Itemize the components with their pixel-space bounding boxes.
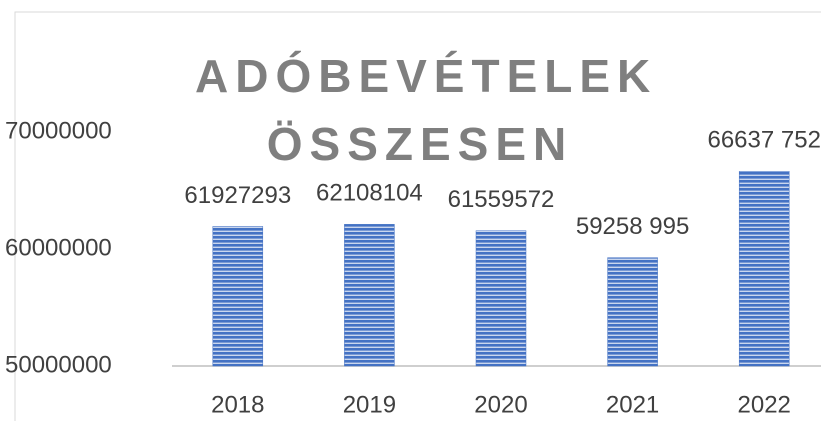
- bar: [475, 230, 527, 367]
- value-label: 61559572: [448, 186, 555, 213]
- value-label: 66637 752: [707, 127, 820, 154]
- value-label: 59258 995: [576, 213, 689, 240]
- chart-title: ADÓBEVÉTELEK ÖSSZESEN: [195, 50, 658, 170]
- bar: [607, 257, 658, 367]
- y-tick-label: 50000000: [5, 351, 112, 378]
- bar: [344, 224, 395, 367]
- x-tick-label: 2018: [211, 391, 264, 418]
- x-tick-label: 2020: [474, 391, 527, 418]
- chart-border: [14, 11, 821, 421]
- value-label: 61927293: [184, 182, 291, 209]
- x-tick-label: 2022: [738, 391, 791, 418]
- bar: [738, 171, 790, 367]
- y-tick-label: 70000000: [5, 117, 112, 144]
- bar: [212, 226, 264, 367]
- x-tick-label: 2021: [606, 391, 659, 418]
- value-label: 62108104: [316, 180, 423, 207]
- x-tick-label: 2019: [343, 391, 396, 418]
- y-tick-label: 60000000: [5, 234, 112, 261]
